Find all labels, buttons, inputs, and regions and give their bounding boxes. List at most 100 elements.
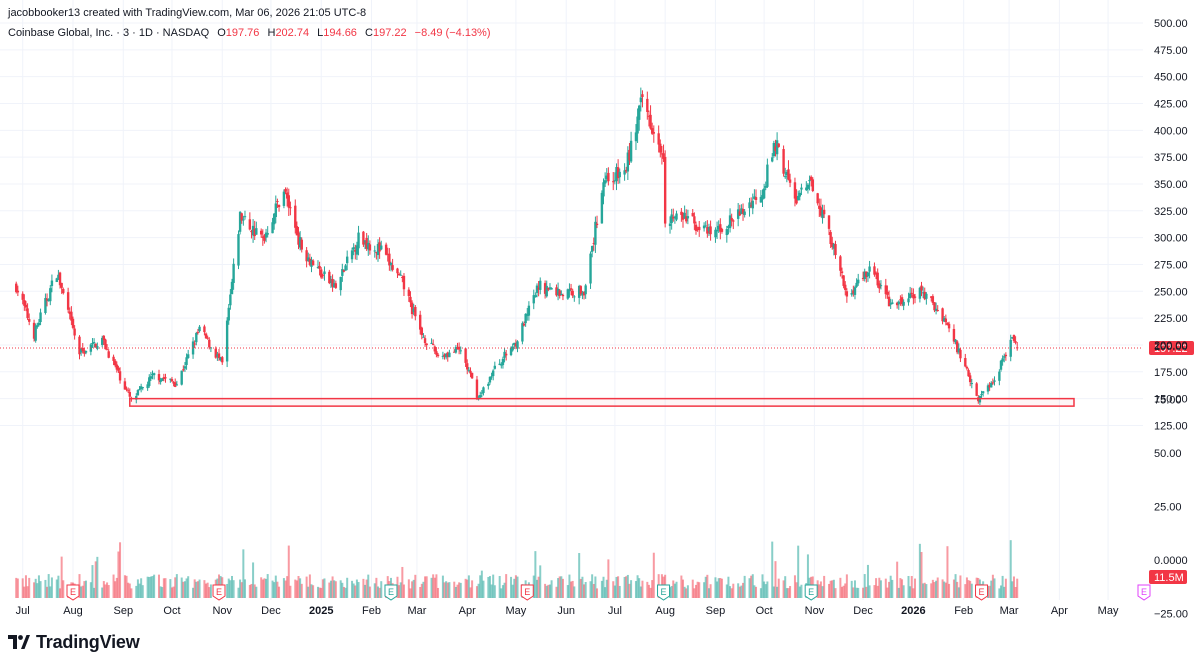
volume-bar xyxy=(740,585,743,598)
candle xyxy=(844,284,847,290)
time-axis[interactable]: Jul Aug Sep Oct Nov Dec 2025 Feb Mar Apr May Jun Jul… xyxy=(16,605,1119,617)
candle xyxy=(850,293,853,295)
volume-bar xyxy=(157,574,160,598)
volume-bar xyxy=(594,576,597,598)
volume-bar xyxy=(308,574,311,598)
candle xyxy=(902,301,905,306)
volume-bar xyxy=(493,585,496,598)
volume-bar xyxy=(889,575,892,598)
candle xyxy=(618,171,621,178)
candle xyxy=(947,323,951,329)
earnings-marker-label: E xyxy=(524,587,530,597)
price-tick-label: 225.00 xyxy=(1154,313,1188,325)
volume-bar xyxy=(368,586,371,598)
candle xyxy=(185,357,188,365)
tradingview-logo[interactable]: TradingView xyxy=(8,631,140,653)
time-tick-label: Jun xyxy=(557,605,575,617)
time-tick-label: Mar xyxy=(1000,605,1019,617)
candle xyxy=(571,290,574,296)
volume-bar xyxy=(498,576,501,598)
candle xyxy=(68,311,71,315)
earnings-marker-label: E xyxy=(388,587,394,597)
volume-bar xyxy=(117,551,120,598)
earnings-marker[interactable]: E xyxy=(657,584,671,601)
volume-bar xyxy=(930,583,933,598)
candle xyxy=(933,302,936,311)
candle xyxy=(105,349,109,351)
volume-bar xyxy=(328,582,331,598)
volume-bar xyxy=(800,584,803,598)
last-price-label: 197.22 xyxy=(1154,343,1188,355)
volume-bar xyxy=(23,586,26,598)
price-tick-label: 425.00 xyxy=(1154,98,1188,110)
volume-bar xyxy=(797,545,800,598)
candle xyxy=(333,283,336,288)
volume-bar xyxy=(364,584,367,598)
volume-bar xyxy=(535,579,538,598)
candle xyxy=(21,293,24,300)
volume-bar xyxy=(766,581,769,598)
volume-bar xyxy=(935,580,938,598)
candle xyxy=(125,388,128,390)
volume-bar xyxy=(698,582,701,598)
candle xyxy=(639,97,643,103)
candle xyxy=(362,231,365,245)
candle xyxy=(959,349,962,359)
volume-bar xyxy=(970,583,973,598)
volume-bar xyxy=(102,581,105,598)
volume-bar xyxy=(380,581,383,598)
time-tick-label: 2026 xyxy=(901,605,925,617)
earnings-marker[interactable]: E xyxy=(384,584,398,601)
volume-bar xyxy=(828,583,831,598)
volume-bar xyxy=(299,578,302,598)
candle xyxy=(493,365,497,369)
volume-bar xyxy=(716,581,719,598)
volume-bar xyxy=(170,587,173,598)
candle xyxy=(993,380,996,382)
time-tick-label: Apr xyxy=(459,605,476,617)
volume-bar xyxy=(954,574,957,598)
volume-bar xyxy=(839,577,842,598)
volume-bar xyxy=(106,582,109,598)
symbol-title[interactable]: Coinbase Global, Inc. · 3 · 1D · NASDAQ xyxy=(8,27,210,39)
price-axis[interactable]: 500.00 475.00 450.00 425.00 400.00 375.00 350.… xyxy=(1154,18,1188,621)
volume-bar xyxy=(550,580,553,598)
volume-bar xyxy=(334,581,337,598)
volume-bar xyxy=(84,580,87,598)
earnings-marker[interactable]: E xyxy=(520,584,534,601)
volume-bar xyxy=(196,581,199,598)
volume-bar xyxy=(1003,586,1006,598)
candle xyxy=(626,152,630,172)
volume-bar xyxy=(901,579,904,598)
candle xyxy=(467,369,471,371)
candle xyxy=(378,242,381,252)
candle xyxy=(323,271,326,275)
volume-bar xyxy=(477,583,480,598)
volume-bar xyxy=(819,581,822,598)
volume-bar xyxy=(602,576,605,598)
volume-bar xyxy=(922,583,925,598)
candle xyxy=(764,186,767,188)
candle xyxy=(921,292,925,294)
volume-bar xyxy=(857,587,860,598)
candle xyxy=(834,244,837,256)
candle xyxy=(466,363,469,370)
candle xyxy=(795,196,798,204)
earnings-marker[interactable]: E xyxy=(975,584,989,601)
candle xyxy=(289,207,292,209)
volume-bar xyxy=(651,580,654,598)
candle xyxy=(524,313,527,324)
earnings-marker[interactable]: E xyxy=(212,584,226,601)
time-tick-label: Aug xyxy=(655,605,675,617)
earnings-marker[interactable]: E xyxy=(804,584,818,601)
volume-bar xyxy=(26,586,29,598)
earnings-marker[interactable]: E xyxy=(1137,584,1151,601)
candle xyxy=(584,285,587,295)
volume-bar xyxy=(793,575,796,598)
volume-bar xyxy=(873,585,876,598)
volume-bar xyxy=(192,587,195,598)
candle xyxy=(193,343,196,345)
earnings-marker[interactable]: E xyxy=(66,584,80,601)
